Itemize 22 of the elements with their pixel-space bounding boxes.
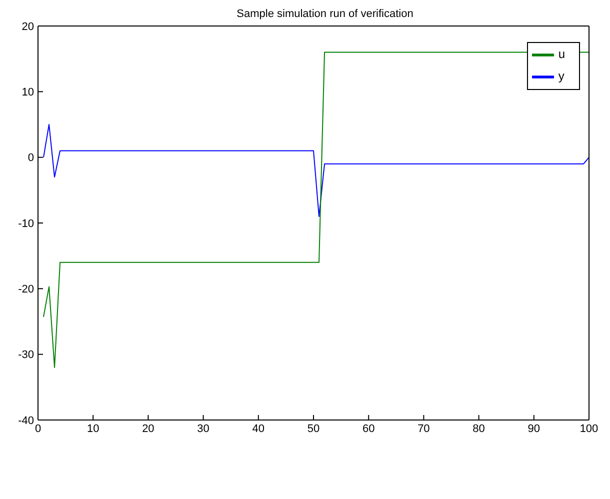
y-tick-label: 0 <box>28 152 34 164</box>
x-tick-label: 80 <box>472 422 485 435</box>
y-tick-label: 20 <box>22 20 34 33</box>
y-tick-label: 10 <box>22 86 34 99</box>
chart-title: Sample simulation run of verification <box>236 8 414 20</box>
x-tick-label: 50 <box>307 422 320 435</box>
x-tick-label: 70 <box>418 422 430 435</box>
x-tick-label: 100 <box>580 422 598 435</box>
legend-label: u <box>558 47 565 62</box>
legend-label: y <box>558 69 564 84</box>
y-tick-label: -20 <box>18 284 34 296</box>
y-tick-label: -30 <box>18 349 34 362</box>
x-tick-label: 90 <box>528 422 540 435</box>
y-tick-label: -40 <box>18 414 34 427</box>
line-series <box>43 52 589 368</box>
x-tick-label: 60 <box>362 422 375 435</box>
x-tick-label: 20 <box>142 422 154 435</box>
x-tick-label: 40 <box>252 422 265 435</box>
line-series <box>43 124 589 217</box>
x-tick-label: 30 <box>197 422 210 435</box>
x-tick-label: 10 <box>86 422 100 435</box>
y-tick-label: -10 <box>18 218 34 230</box>
